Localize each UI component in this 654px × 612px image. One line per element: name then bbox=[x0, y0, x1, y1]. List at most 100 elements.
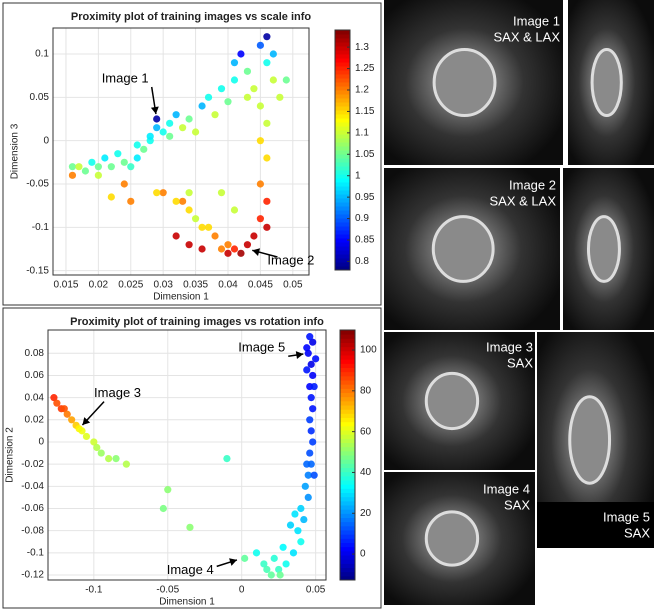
colorbar-segment bbox=[340, 467, 355, 473]
scatter-point bbox=[310, 382, 318, 391]
colorbar-segment bbox=[340, 450, 355, 456]
colorbar-segment bbox=[340, 571, 355, 577]
colorbar-segment bbox=[340, 488, 355, 493]
scatter-point bbox=[270, 554, 278, 562]
scatter-point bbox=[306, 333, 314, 341]
mri-structure bbox=[568, 395, 612, 485]
colorbar-segment bbox=[340, 434, 355, 439]
scatter-point bbox=[217, 85, 226, 93]
arrow-head bbox=[295, 351, 304, 360]
mri-structure bbox=[432, 48, 497, 117]
scatter-point bbox=[306, 416, 314, 424]
colorbar-segment bbox=[340, 500, 355, 506]
scatter-point bbox=[282, 76, 290, 84]
colorbar-segment bbox=[335, 118, 350, 123]
scatter-point bbox=[185, 115, 193, 123]
colorbar-segment bbox=[340, 371, 355, 377]
scatter-point bbox=[191, 128, 200, 136]
plot-frame bbox=[47, 329, 327, 581]
colorbar-segment bbox=[335, 218, 350, 223]
scatter-point bbox=[282, 560, 290, 568]
image-label: SAX & LAX bbox=[494, 29, 561, 44]
colorbar-segment bbox=[340, 396, 355, 402]
scatter-point bbox=[211, 232, 219, 240]
colorbar-segment bbox=[340, 542, 355, 548]
scatter-point bbox=[256, 102, 264, 110]
scatter-point bbox=[68, 171, 77, 179]
scatter-point bbox=[269, 76, 277, 84]
colorbar-segment bbox=[340, 384, 355, 389]
scatter-point bbox=[263, 197, 271, 205]
scatter-point bbox=[179, 124, 187, 132]
mri-structure bbox=[590, 48, 623, 117]
scatter-point bbox=[256, 41, 264, 49]
colorbar-segment bbox=[340, 546, 355, 552]
x-tick-label: 0.015 bbox=[53, 280, 78, 291]
scatter-point bbox=[256, 137, 264, 145]
scatter-point bbox=[237, 249, 245, 257]
colorbar-segment bbox=[340, 367, 355, 373]
colorbar-segment bbox=[340, 405, 355, 410]
scatter-point bbox=[309, 438, 317, 446]
image-label: SAX & LAX bbox=[490, 193, 557, 208]
image-label: Image 3 bbox=[486, 339, 533, 354]
y-tick-label: -0.08 bbox=[21, 525, 44, 536]
colorbar-segment bbox=[340, 484, 355, 489]
scatter-point bbox=[90, 438, 98, 446]
colorbar-segment bbox=[335, 234, 350, 239]
scatter-point bbox=[303, 366, 311, 374]
y-tick-label: 0 bbox=[38, 437, 44, 448]
annotation: Image 5 bbox=[238, 340, 285, 355]
y-tick-label: -0.12 bbox=[21, 570, 44, 581]
scatter-point bbox=[93, 443, 101, 452]
colorbar-segment bbox=[340, 425, 355, 431]
scatter-point bbox=[269, 50, 277, 58]
scatter-point bbox=[303, 460, 311, 468]
colorbar-segment bbox=[335, 66, 350, 71]
scatter-point bbox=[230, 59, 239, 67]
colorbar-segment bbox=[340, 359, 355, 364]
colorbar-frame bbox=[339, 329, 356, 581]
colorbar-segment bbox=[340, 563, 355, 568]
scatter-point bbox=[146, 132, 154, 140]
colorbar-segment bbox=[340, 521, 355, 527]
x-tick-label: -0.05 bbox=[156, 585, 179, 596]
colorbar-tick-label: 40 bbox=[360, 467, 372, 478]
colorbar-segment bbox=[335, 90, 350, 95]
colorbar-segment bbox=[335, 70, 350, 75]
scatter-point bbox=[166, 132, 174, 140]
scatter-point bbox=[304, 471, 312, 479]
colorbar-segment bbox=[335, 254, 350, 259]
colorbar-tick-label: 0.9 bbox=[355, 213, 369, 224]
arrow-head bbox=[150, 106, 159, 115]
scatter-point bbox=[279, 543, 287, 551]
colorbar-segment bbox=[335, 206, 350, 211]
colorbar-tick-label: 60 bbox=[360, 426, 372, 437]
colorbar-tick-label: 0.95 bbox=[355, 192, 375, 203]
colorbar-frame bbox=[334, 29, 351, 271]
scatter-point bbox=[153, 115, 161, 123]
scatter-point bbox=[127, 197, 135, 205]
colorbar-segment bbox=[340, 550, 355, 556]
colorbar-segment bbox=[340, 355, 355, 360]
scatter-point bbox=[107, 193, 115, 201]
y-tick-label: -0.04 bbox=[21, 481, 44, 492]
scatter-point bbox=[260, 560, 268, 568]
colorbar-segment bbox=[340, 346, 355, 352]
colorbar-segment bbox=[335, 130, 350, 135]
image-label: Image 2 bbox=[509, 177, 556, 192]
annotation: Image 4 bbox=[167, 562, 214, 577]
colorbar-segment bbox=[340, 363, 355, 368]
y-tick-label: 0.06 bbox=[25, 370, 45, 381]
annotation: Image 1 bbox=[102, 70, 149, 85]
scatter-point bbox=[81, 167, 90, 175]
colorbar-tick-label: 0.8 bbox=[355, 256, 369, 267]
colorbar-segment bbox=[340, 417, 355, 423]
colorbar-segment bbox=[335, 50, 350, 55]
colorbar-segment bbox=[340, 496, 355, 502]
colorbar-tick-label: 1.3 bbox=[355, 42, 369, 53]
colorbar-segment bbox=[340, 505, 355, 510]
scatter-point bbox=[310, 471, 318, 479]
scatter-point bbox=[294, 527, 302, 535]
y-tick-label: -0.1 bbox=[32, 222, 50, 233]
